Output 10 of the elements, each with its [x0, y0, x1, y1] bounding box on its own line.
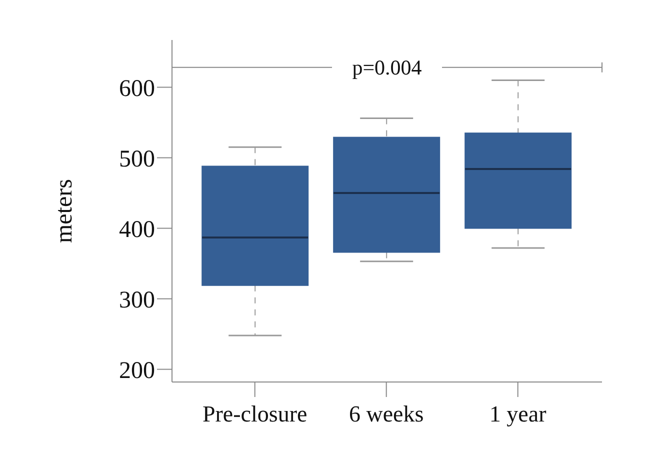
y-axis-title: meters — [52, 179, 78, 243]
x-tick-label: Pre-closure — [202, 401, 308, 426]
x-tick-label: 1 year — [489, 401, 547, 426]
y-tick-label: 500 — [119, 146, 155, 172]
x-tick-label: 6 weeks — [348, 401, 424, 426]
y-tick-label: 400 — [119, 216, 155, 243]
y-tick-label: 300 — [119, 287, 155, 314]
y-tick-label: 600 — [119, 76, 155, 102]
y-tick-label: 200 — [119, 358, 155, 384]
annotation: p=0.004 — [352, 55, 422, 80]
